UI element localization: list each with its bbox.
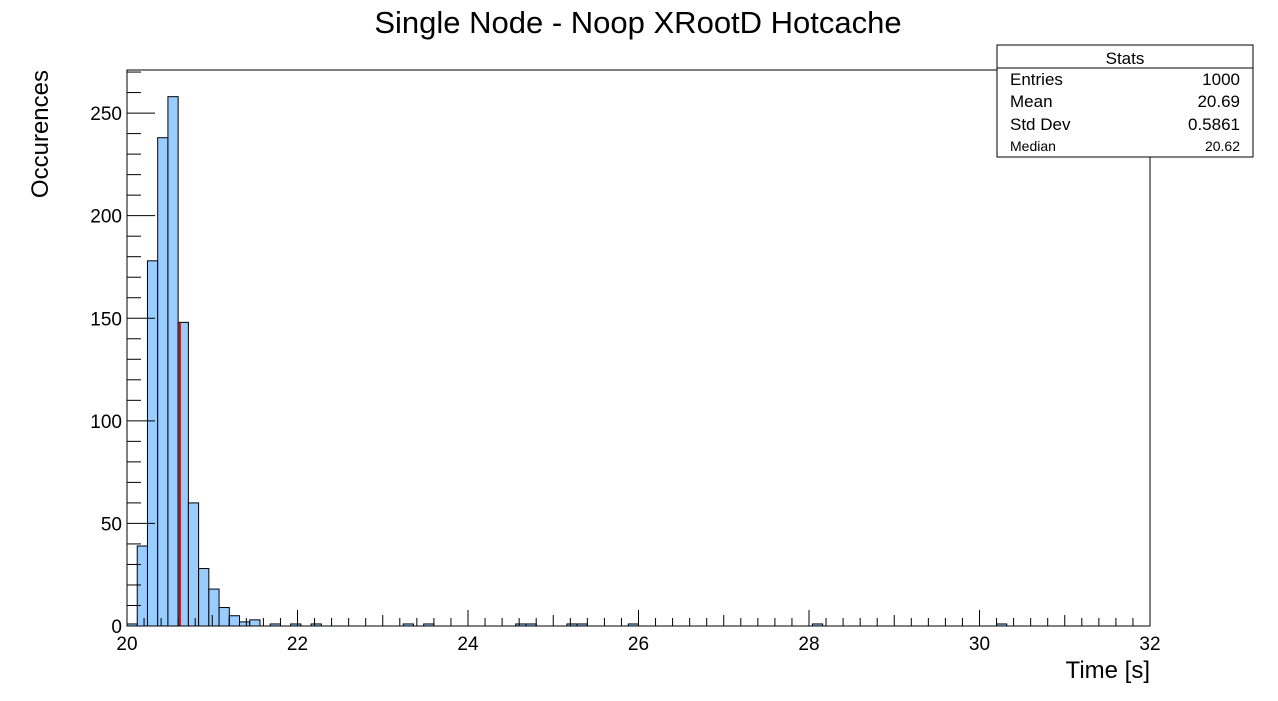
- x-tick-label: 20: [116, 634, 137, 655]
- x-tick-label: 22: [287, 634, 308, 655]
- y-axis: 0 50 100 150 200 250: [90, 71, 155, 638]
- x-axis: 20 22 24 26 28 30 32: [116, 610, 1161, 655]
- x-tick-label: 28: [798, 634, 819, 655]
- stats-entries-value: 1000: [1202, 70, 1240, 89]
- histogram-bin: [218, 607, 230, 627]
- histogram-bin: [198, 568, 210, 627]
- stats-median-label: Median: [1010, 138, 1056, 154]
- x-tick-label: 30: [969, 634, 990, 655]
- stats-box-header: Stats: [1106, 49, 1145, 68]
- stats-mean-label: Mean: [1010, 92, 1053, 111]
- stats-mean-value: 20.69: [1197, 92, 1240, 111]
- y-tick-label: 250: [90, 104, 122, 125]
- y-tick-label: 50: [101, 514, 122, 535]
- histogram-bin: [228, 615, 241, 627]
- histogram-bin: [239, 621, 251, 627]
- histogram-bin: [167, 96, 179, 627]
- histogram-bin: [249, 619, 261, 627]
- stats-stddev-value: 0.5861: [1188, 115, 1240, 134]
- y-tick-label: 0: [111, 617, 122, 638]
- x-tick-label: 32: [1139, 634, 1160, 655]
- stats-box-frame: [996, 44, 1254, 158]
- x-axis-label: Time [s]: [1066, 657, 1150, 684]
- y-tick-label: 100: [90, 412, 122, 433]
- stats-entries-label: Entries: [1010, 70, 1063, 89]
- histogram-bars: [126, 96, 1008, 627]
- stats-median-value: 20.62: [1205, 138, 1240, 154]
- y-tick-label: 150: [90, 309, 122, 330]
- x-tick-label: 26: [628, 634, 649, 655]
- histogram-bin: [146, 260, 159, 627]
- histogram-bin: [157, 137, 169, 627]
- histogram-bin: [136, 545, 148, 627]
- chart-title: Single Node - Noop XRootD Hotcache: [374, 5, 901, 40]
- stats-stddev-label: Std Dev: [1010, 115, 1071, 134]
- histogram-bin: [208, 588, 220, 627]
- stats-box: Stats Entries 1000 Mean 20.69 Std Dev 0.…: [996, 44, 1254, 158]
- y-tick-label: 200: [90, 207, 122, 228]
- y-axis-label: Occurences: [27, 70, 54, 198]
- x-tick-label: 24: [457, 634, 479, 655]
- histogram-bin: [187, 502, 200, 627]
